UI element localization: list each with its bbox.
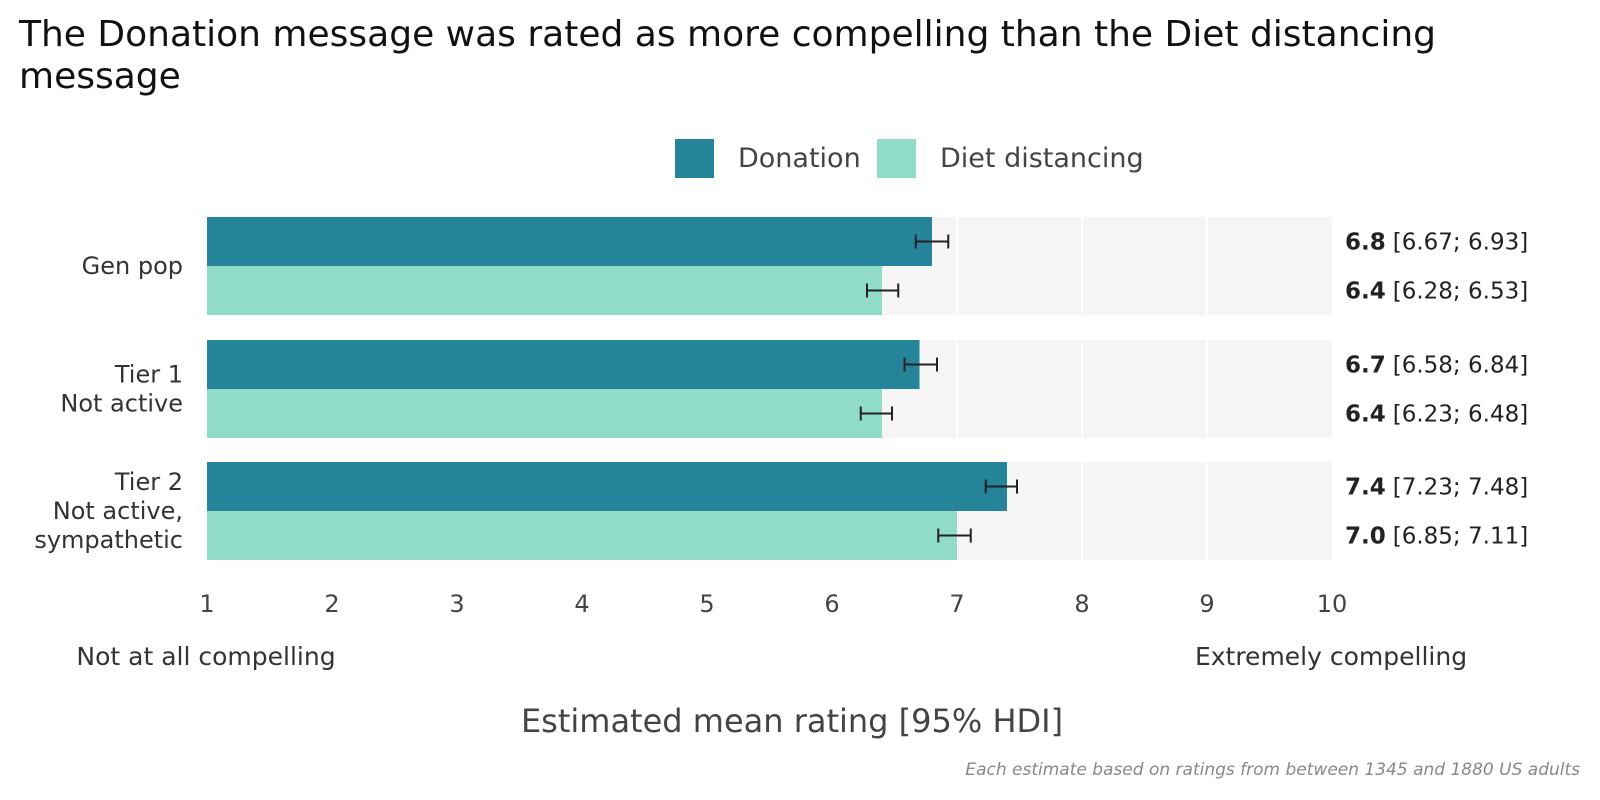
category-labels: Gen pop Tier 1 Not active Tier 2 Not active,…	[34, 252, 183, 554]
bar-donation	[207, 462, 1007, 511]
bar-diet-distancing	[207, 266, 882, 315]
x-tick-label: 8	[1074, 590, 1089, 618]
x-tick-label: 4	[574, 590, 589, 618]
category-label-line: Tier 2	[114, 468, 183, 496]
value-label: 6.7 [6.58; 6.84]	[1345, 353, 1528, 379]
caption: Each estimate based on ratings from betw…	[965, 760, 1580, 780]
value-label: 6.4 [6.23; 6.48]	[1345, 402, 1528, 428]
value-labels: 6.8 [6.67; 6.93] 6.7 [6.58; 6.84] 7.4 [7.23; …	[1345, 230, 1528, 550]
category-label-line: Gen pop	[82, 252, 183, 280]
value-label-interval: [6.85; 7.11]	[1393, 524, 1528, 550]
chart-title: The Donation message was rated as more c…	[19, 14, 1437, 97]
bar-diet-distancing	[207, 389, 882, 438]
value-label: 7.0 [6.85; 7.11]	[1345, 524, 1528, 550]
x-tick-label: 6	[824, 590, 839, 618]
category-label: Tier 1 Not active	[60, 361, 183, 418]
x-anchor-high-label: Extremely compelling	[1195, 642, 1467, 671]
x-tick-label: 1	[199, 590, 214, 618]
value-label-interval: [6.28; 6.53]	[1393, 279, 1528, 305]
category-label-line: Not active	[60, 390, 183, 418]
bar-donation	[207, 217, 932, 266]
bar-diet-distancing	[207, 511, 957, 560]
value-label-mean: 7.0	[1345, 524, 1386, 550]
x-tick-label: 9	[1199, 590, 1214, 618]
x-tick-label: 10	[1317, 590, 1348, 618]
value-label-mean: 6.7	[1345, 353, 1386, 379]
value-label: 6.4 [6.28; 6.53]	[1345, 279, 1528, 305]
value-label-mean: 6.8	[1345, 230, 1386, 256]
x-tick-label: 5	[699, 590, 714, 618]
value-label-mean: 6.4	[1345, 402, 1386, 428]
value-label-mean: 6.4	[1345, 279, 1386, 305]
category-label-line: Tier 1	[114, 361, 183, 389]
x-axis-ticks: 1 2 3 4 5 6 7 8 9 10	[199, 590, 1347, 618]
legend: Donation Diet distancing	[675, 139, 1144, 178]
bars	[207, 217, 1007, 560]
value-label: 6.8 [6.67; 6.93]	[1345, 230, 1528, 256]
legend-label: Donation	[738, 143, 861, 174]
value-label-interval: [7.23; 7.48]	[1393, 475, 1528, 501]
category-label: Gen pop	[82, 252, 183, 280]
x-anchor-low-label: Not at all compelling	[76, 642, 335, 671]
category-label: Tier 2 Not active, sympathetic	[34, 468, 183, 554]
legend-swatch-donation	[675, 139, 714, 178]
error-bars	[859, 234, 1018, 543]
x-axis-title: Estimated mean rating [95% HDI]	[521, 702, 1063, 740]
x-tick-label: 7	[949, 590, 964, 618]
x-tick-label: 2	[324, 590, 339, 618]
category-label-line: Not active,	[53, 497, 183, 525]
bar-donation	[207, 340, 920, 389]
value-label-interval: [6.67; 6.93]	[1393, 230, 1528, 256]
x-tick-label: 3	[449, 590, 464, 618]
value-label: 7.4 [7.23; 7.48]	[1345, 475, 1528, 501]
value-label-interval: [6.23; 6.48]	[1393, 402, 1528, 428]
legend-swatch-diet-distancing	[877, 139, 916, 178]
value-label-mean: 7.4	[1345, 475, 1386, 501]
value-label-interval: [6.58; 6.84]	[1393, 353, 1528, 379]
category-label-line: sympathetic	[34, 526, 183, 554]
legend-label: Diet distancing	[940, 143, 1144, 174]
